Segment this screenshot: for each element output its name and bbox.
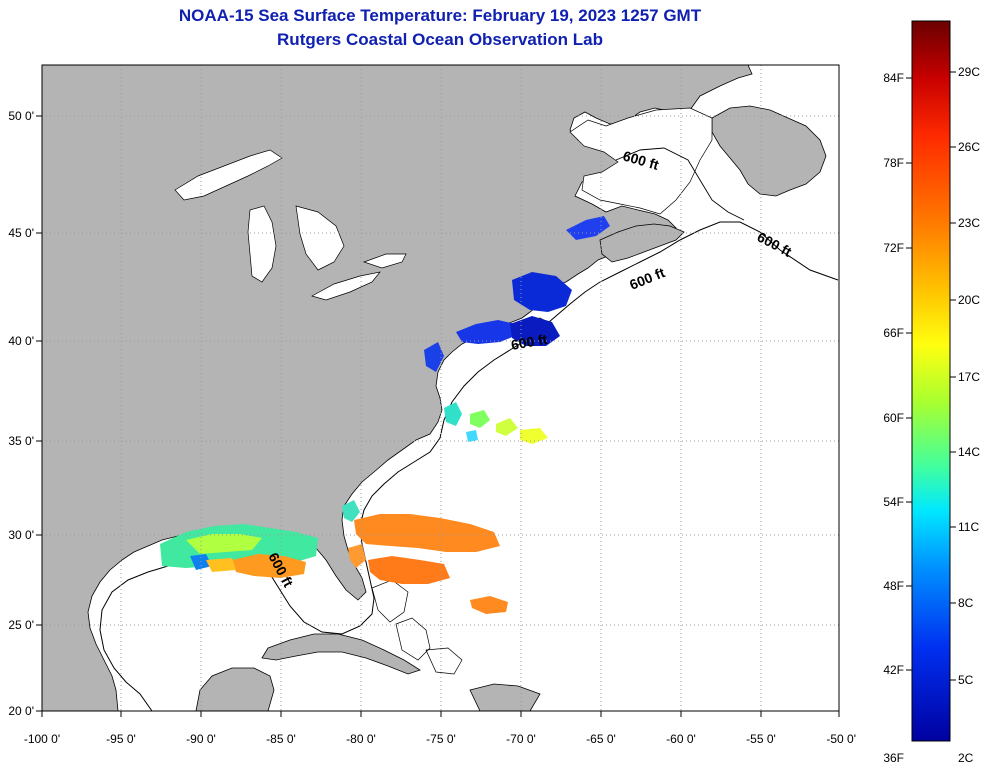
- cb-label-c: 17C: [958, 370, 980, 384]
- cb-label-f: 60F: [883, 411, 904, 425]
- cb-label-f: 36F: [883, 751, 904, 765]
- cb-label-c: 2C: [958, 751, 974, 765]
- graticule: [42, 65, 839, 711]
- land-hispaniola: [469, 683, 541, 711]
- cb-label-c: 20C: [958, 293, 980, 307]
- cb-label-f: 48F: [883, 579, 904, 593]
- lake-erie: [311, 271, 381, 301]
- lon-label: -75 0': [426, 732, 456, 746]
- cb-label-c: 8C: [958, 596, 974, 610]
- cb-label-c: 14C: [958, 445, 980, 459]
- cb-label-f: 66F: [883, 326, 904, 340]
- lat-label: 35 0': [8, 434, 34, 448]
- lake-michigan: [247, 205, 277, 283]
- lat-label: 45 0': [8, 226, 34, 240]
- cb-label-c: 26C: [958, 140, 980, 154]
- map-title: NOAA-15 Sea Surface Temperature: Februar…: [178, 6, 702, 25]
- lat-label: 30 0': [8, 528, 34, 542]
- colorbar: [911, 20, 951, 742]
- contour-label-midatlantic: 600 ft: [510, 331, 549, 353]
- colorbar-celsius-labels: 29C 26C 23C 20C 17C 14C 11C 8C 5C 2C: [958, 65, 980, 765]
- cb-label-f: 42F: [883, 663, 904, 677]
- lake-ontario: [362, 253, 407, 269]
- colorbar-fahrenheit-labels: 84F 78F 72F 66F 60F 54F 48F 42F 36F: [883, 71, 904, 765]
- map-subtitle: Rutgers Coastal Ocean Observation Lab: [277, 30, 603, 49]
- lon-label: -70 0': [506, 732, 536, 746]
- lat-label: 40 0': [8, 334, 34, 348]
- lon-label: -100 0': [24, 732, 60, 746]
- isobath-600ft-gulf-stlawrence: [615, 147, 745, 221]
- cb-label-c: 5C: [958, 673, 974, 687]
- latitude-labels: 50 0' 45 0' 40 0' 35 0' 30 0' 25 0' 20 0…: [8, 109, 34, 718]
- land-cuba: [261, 633, 421, 675]
- lon-label: -90 0': [186, 732, 216, 746]
- lon-label: -60 0': [666, 732, 696, 746]
- cb-label-c: 23C: [958, 216, 980, 230]
- lat-label: 50 0': [8, 109, 34, 123]
- longitude-labels: -100 0' -95 0' -90 0' -85 0' -80 0' -75 …: [24, 732, 856, 746]
- land-newfoundland: [711, 105, 827, 197]
- lat-label: 20 0': [8, 704, 34, 718]
- cb-label-f: 54F: [883, 495, 904, 509]
- isobath-600ft: [99, 221, 839, 711]
- lon-label: -95 0': [106, 732, 136, 746]
- axis-ticks: [36, 115, 840, 717]
- cb-label-f: 72F: [883, 241, 904, 255]
- lon-label: -55 0': [746, 732, 776, 746]
- land-yucatan: [195, 667, 275, 711]
- colorbar-ticks: [906, 71, 956, 681]
- lon-label: -50 0': [826, 732, 856, 746]
- cb-label-c: 11C: [958, 520, 979, 534]
- lat-label: 25 0': [8, 618, 34, 632]
- lake-superior: [174, 149, 283, 201]
- lon-label: -85 0': [266, 732, 296, 746]
- lake-huron: [295, 205, 345, 271]
- lon-label: -80 0': [346, 732, 376, 746]
- lon-label: -65 0': [586, 732, 616, 746]
- gulf-st-lawrence: [569, 107, 713, 215]
- cb-label-c: 29C: [958, 65, 980, 79]
- cb-label-f: 78F: [883, 156, 904, 170]
- cb-label-f: 84F: [883, 71, 904, 85]
